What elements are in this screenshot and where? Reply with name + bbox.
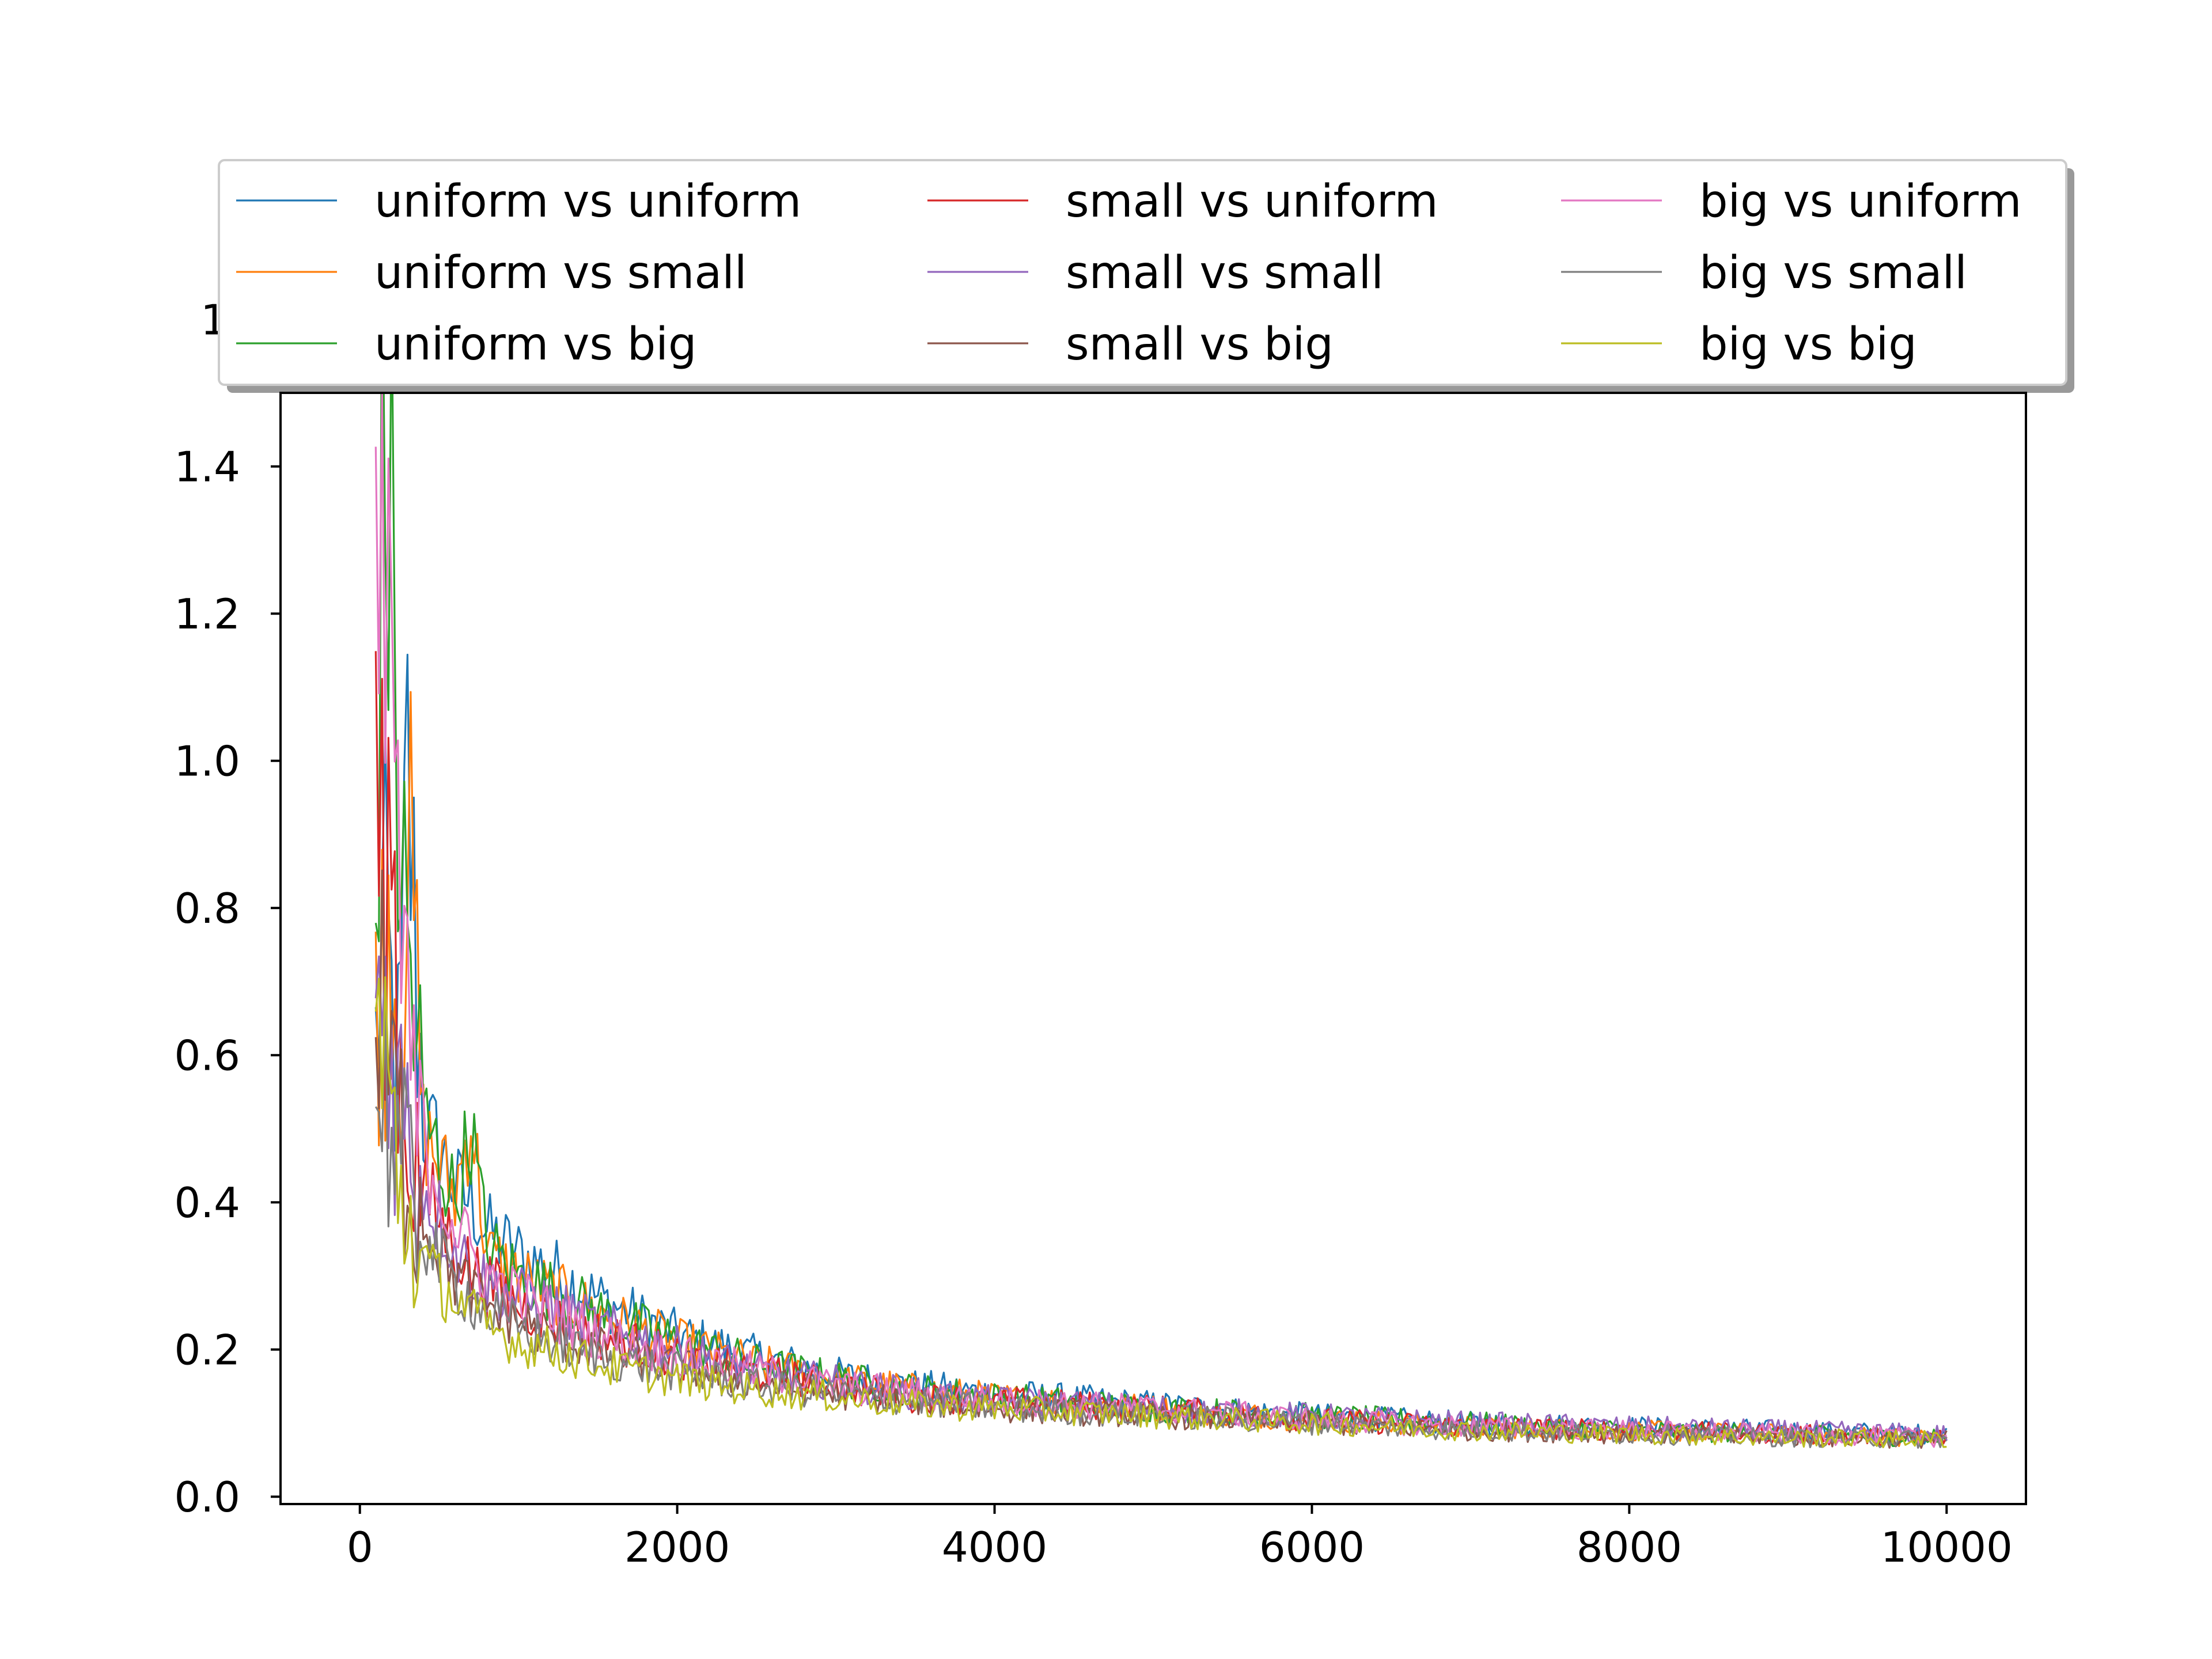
y-tick-label: 0.6 <box>174 1032 240 1080</box>
legend-label: uniform vs small <box>374 247 747 299</box>
legend-box <box>218 159 2067 386</box>
series-line-big-vs-small <box>374 1003 1948 1449</box>
legend-label: uniform vs big <box>374 319 696 370</box>
x-axis: 0 2000 4000 6000 8000 10000 <box>347 1504 2013 1571</box>
legend-label: small vs big <box>1066 319 1334 370</box>
legend-label: uniform vs uniform <box>374 176 801 228</box>
legend-label: big vs big <box>1699 319 1917 370</box>
plot-frame <box>279 392 2027 1505</box>
x-tick-label: 4000 <box>942 1523 1047 1571</box>
y-tick-label: 1.0 <box>174 737 240 786</box>
x-tick-label: 8000 <box>1577 1523 1682 1571</box>
series-layer <box>374 393 1948 1449</box>
legend-label: big vs small <box>1699 247 1967 299</box>
y-tick-label: 1.2 <box>174 590 240 638</box>
legend-label: big vs uniform <box>1699 176 2021 228</box>
legend: uniform vs uniform uniform vs small unifor… <box>218 159 2074 393</box>
y-tick-label: 0.8 <box>174 884 240 933</box>
x-tick-label: 10000 <box>1881 1523 2013 1571</box>
legend-label: small vs uniform <box>1066 176 1438 228</box>
y-tick-label: 0.4 <box>174 1179 240 1227</box>
x-tick-label: 6000 <box>1259 1523 1365 1571</box>
x-tick-label: 0 <box>347 1523 373 1571</box>
legend-label: small vs small <box>1066 247 1384 299</box>
y-tick-label: 0.0 <box>174 1473 240 1521</box>
y-tick-label: 1.4 <box>174 443 240 491</box>
y-tick-label: 0.2 <box>174 1326 240 1374</box>
series-line-big-vs-big <box>374 976 1947 1449</box>
x-tick-label: 2000 <box>624 1523 730 1571</box>
